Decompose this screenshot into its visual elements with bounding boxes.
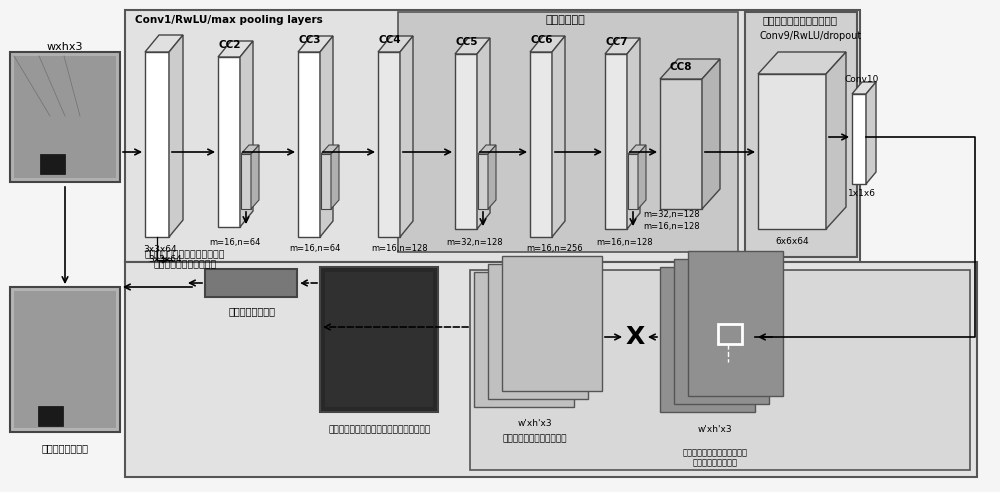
Polygon shape bbox=[702, 59, 720, 209]
FancyBboxPatch shape bbox=[10, 287, 120, 432]
Text: m=32,n=128: m=32,n=128 bbox=[447, 238, 503, 246]
Text: m=16,n=128: m=16,n=128 bbox=[372, 245, 428, 253]
Text: m=16,n=64: m=16,n=64 bbox=[209, 238, 261, 246]
Text: m=16,n=128: m=16,n=128 bbox=[597, 238, 653, 246]
Polygon shape bbox=[145, 52, 169, 237]
Text: m=16,n=128: m=16,n=128 bbox=[644, 221, 700, 230]
Polygon shape bbox=[320, 36, 333, 237]
Text: wxhx3: wxhx3 bbox=[47, 42, 83, 52]
Polygon shape bbox=[241, 145, 259, 154]
FancyBboxPatch shape bbox=[398, 12, 738, 252]
Text: CC5: CC5 bbox=[456, 37, 478, 47]
Polygon shape bbox=[169, 35, 183, 237]
Polygon shape bbox=[852, 82, 876, 94]
Text: CC8: CC8 bbox=[670, 62, 692, 72]
Polygon shape bbox=[218, 41, 253, 57]
Text: w'xh'x3: w'xh'x3 bbox=[518, 420, 552, 429]
FancyBboxPatch shape bbox=[674, 259, 769, 404]
Polygon shape bbox=[530, 36, 565, 52]
Text: 给可以为光源估计提供更多信
息的特征赋予高权重: 给可以为光源估计提供更多信 息的特征赋予高权重 bbox=[682, 448, 748, 467]
FancyBboxPatch shape bbox=[40, 154, 65, 174]
Polygon shape bbox=[627, 38, 640, 229]
Polygon shape bbox=[400, 36, 413, 237]
Text: m=32,n=128: m=32,n=128 bbox=[644, 210, 700, 218]
Text: m=16,n=256: m=16,n=256 bbox=[527, 245, 583, 253]
FancyBboxPatch shape bbox=[205, 269, 297, 297]
FancyBboxPatch shape bbox=[660, 267, 755, 412]
Text: X: X bbox=[625, 325, 645, 349]
Polygon shape bbox=[378, 36, 413, 52]
Polygon shape bbox=[378, 52, 400, 237]
Text: CC4: CC4 bbox=[379, 35, 401, 45]
Polygon shape bbox=[488, 145, 496, 209]
Polygon shape bbox=[478, 154, 488, 209]
FancyBboxPatch shape bbox=[320, 267, 438, 412]
Polygon shape bbox=[660, 79, 702, 209]
Text: CC3: CC3 bbox=[299, 35, 321, 45]
Text: CC2: CC2 bbox=[219, 40, 241, 50]
FancyBboxPatch shape bbox=[125, 10, 860, 262]
Polygon shape bbox=[321, 145, 339, 154]
Text: 估计出的场景光源: 估计出的场景光源 bbox=[228, 306, 276, 316]
FancyBboxPatch shape bbox=[325, 272, 433, 407]
FancyBboxPatch shape bbox=[470, 270, 970, 470]
FancyBboxPatch shape bbox=[745, 12, 857, 257]
Polygon shape bbox=[145, 35, 183, 52]
Text: Conv9/RwLU/dropout: Conv9/RwLU/dropout bbox=[760, 31, 862, 41]
FancyBboxPatch shape bbox=[474, 272, 574, 407]
Polygon shape bbox=[477, 38, 490, 229]
Text: CC7: CC7 bbox=[606, 37, 628, 47]
Text: 3x3x64: 3x3x64 bbox=[143, 245, 177, 253]
Polygon shape bbox=[530, 52, 552, 237]
Text: Conv1/RwLU/max pooling layers: Conv1/RwLU/max pooling layers bbox=[135, 15, 323, 25]
Text: Conv10: Conv10 bbox=[845, 75, 879, 85]
Polygon shape bbox=[852, 94, 866, 184]
Text: 将估计出的场景光源移除使图像
恢复到标准光源下的图像: 将估计出的场景光源移除使图像 恢复到标准光源下的图像 bbox=[145, 250, 225, 270]
Polygon shape bbox=[758, 52, 846, 74]
Polygon shape bbox=[240, 41, 253, 227]
Text: w'xh'x3: w'xh'x3 bbox=[698, 426, 732, 434]
FancyBboxPatch shape bbox=[38, 406, 63, 426]
Text: 从多个通道进行置信度加权: 从多个通道进行置信度加权 bbox=[503, 434, 567, 443]
Text: 标准光源下的图像: 标准光源下的图像 bbox=[42, 443, 88, 453]
Polygon shape bbox=[866, 82, 876, 184]
Polygon shape bbox=[298, 52, 320, 237]
Polygon shape bbox=[321, 154, 331, 209]
Polygon shape bbox=[628, 145, 646, 154]
Polygon shape bbox=[455, 54, 477, 229]
Polygon shape bbox=[660, 59, 720, 79]
FancyBboxPatch shape bbox=[14, 291, 116, 428]
Polygon shape bbox=[758, 74, 826, 229]
Polygon shape bbox=[298, 36, 333, 52]
FancyBboxPatch shape bbox=[125, 262, 977, 477]
Text: 3x3x64: 3x3x64 bbox=[148, 255, 182, 265]
Text: 级联融合特征: 级联融合特征 bbox=[545, 15, 585, 25]
Text: 筛选出可以为光源估计提供更多信息的特征: 筛选出可以为光源估计提供更多信息的特征 bbox=[329, 426, 431, 434]
Text: m=16,n=64: m=16,n=64 bbox=[289, 245, 341, 253]
Polygon shape bbox=[605, 54, 627, 229]
Polygon shape bbox=[826, 52, 846, 229]
Polygon shape bbox=[241, 154, 251, 209]
Polygon shape bbox=[251, 145, 259, 209]
Text: 6x6x64: 6x6x64 bbox=[775, 238, 809, 246]
FancyBboxPatch shape bbox=[10, 52, 120, 182]
Polygon shape bbox=[478, 145, 496, 154]
Polygon shape bbox=[628, 154, 638, 209]
FancyBboxPatch shape bbox=[14, 56, 116, 178]
Polygon shape bbox=[331, 145, 339, 209]
Text: 特征置信度加权和光源估计: 特征置信度加权和光源估计 bbox=[763, 15, 838, 25]
Polygon shape bbox=[552, 36, 565, 237]
FancyBboxPatch shape bbox=[688, 251, 783, 396]
Polygon shape bbox=[638, 145, 646, 209]
Polygon shape bbox=[218, 57, 240, 227]
FancyBboxPatch shape bbox=[502, 256, 602, 391]
Text: CC6: CC6 bbox=[531, 35, 553, 45]
FancyBboxPatch shape bbox=[488, 264, 588, 399]
Polygon shape bbox=[605, 38, 640, 54]
Text: 1x1x6: 1x1x6 bbox=[848, 189, 876, 198]
Polygon shape bbox=[455, 38, 490, 54]
